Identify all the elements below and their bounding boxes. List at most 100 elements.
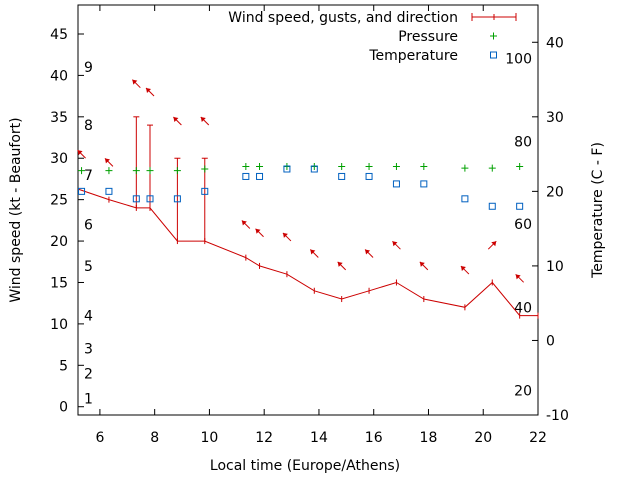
- temperature-point: [283, 165, 291, 173]
- plot-frame: [77, 4, 539, 416]
- pressure-point: [132, 167, 140, 175]
- fahrenheit-label: 80: [514, 134, 532, 150]
- legend-label: Wind speed, gusts, and direction: [228, 10, 458, 26]
- wind-arrow: [392, 240, 401, 250]
- x-axis-label: Local time (Europe/Athens): [210, 458, 400, 474]
- temperature-point: [132, 195, 140, 203]
- y2-tick-label: 40: [546, 35, 564, 51]
- fahrenheit-label: 20: [514, 383, 532, 399]
- temperature-point: [420, 180, 428, 188]
- temperature-point: [201, 187, 209, 195]
- beaufort-label: 8: [84, 118, 93, 134]
- legend-pressure-marker: [490, 32, 497, 40]
- x-tick-label: 22: [529, 430, 547, 446]
- wind-speed-series: [78, 188, 539, 319]
- wind-arrow: [77, 149, 86, 159]
- temperature-point: [338, 172, 346, 180]
- x-tick-label: 12: [255, 430, 273, 446]
- temperature-point: [173, 195, 181, 203]
- y-tick-label: 25: [50, 193, 68, 209]
- temperature-point: [256, 172, 264, 180]
- y-axis-label: Wind speed (kt - Beaufort): [8, 117, 24, 302]
- x-tick-label: 20: [474, 430, 492, 446]
- beaufort-label: 1: [84, 391, 93, 407]
- x-tick-label: 14: [310, 430, 328, 446]
- pressure-point: [201, 165, 209, 173]
- wind-arrow: [145, 87, 155, 97]
- pressure-point: [78, 167, 86, 175]
- wind-arrow: [241, 220, 251, 229]
- y-tick-label: 40: [50, 68, 68, 84]
- temperature-point: [516, 202, 524, 210]
- temperature-point: [146, 195, 154, 203]
- y-tick-label: 20: [50, 234, 68, 250]
- temperature-point: [242, 172, 250, 180]
- y2-axis-label: Temperature (C - F): [590, 142, 606, 279]
- y-tick-label: 10: [50, 317, 68, 333]
- y2-tick-label: 30: [546, 110, 564, 126]
- wind-arrow: [200, 116, 210, 126]
- temperature-point: [310, 165, 318, 173]
- x-tick-label: 18: [420, 430, 438, 446]
- temperature-point: [461, 195, 469, 203]
- beaufort-label: 2: [84, 367, 93, 383]
- x-tick-label: 10: [201, 430, 219, 446]
- x-tick-label: 16: [365, 430, 383, 446]
- pressure-point: [173, 167, 181, 175]
- wind-arrow: [364, 249, 374, 258]
- y-tick-label: 0: [59, 400, 68, 416]
- beaufort-labels: 1 2 3 4 5 6 7 8 9: [84, 60, 93, 407]
- fahrenheit-label: 60: [514, 217, 532, 233]
- wind-arrow: [104, 158, 114, 167]
- pressure-point: [488, 164, 496, 172]
- pressure-point: [392, 163, 400, 171]
- wind-arrow: [173, 116, 182, 126]
- wind-arrow: [282, 232, 292, 242]
- y-tick-label: 45: [50, 27, 68, 43]
- y2-tick-labels: -10 0 10 20 30 40: [546, 35, 569, 424]
- wind-arrow: [337, 261, 347, 271]
- x-tick-label: 8: [150, 430, 159, 446]
- legend-label: Temperature: [368, 48, 458, 64]
- y2-tick-label: -10: [546, 408, 569, 424]
- pressure-point: [256, 163, 264, 171]
- wind-arrow: [460, 265, 470, 275]
- pressure-series: [78, 163, 524, 175]
- beaufort-label: 4: [84, 309, 93, 325]
- y-tick-label: 15: [50, 275, 68, 291]
- fahrenheit-label: 100: [505, 52, 532, 68]
- beaufort-label: 7: [84, 168, 93, 184]
- beaufort-label: 5: [84, 259, 93, 275]
- beaufort-label: 9: [84, 60, 93, 76]
- pressure-point: [365, 163, 373, 171]
- legend-temperature-marker: [490, 51, 497, 59]
- wind-arrow: [515, 273, 525, 283]
- wind-arrow: [255, 228, 264, 238]
- wind-arrow: [131, 79, 141, 89]
- wind-arrow: [309, 249, 319, 258]
- temperature-series: [78, 165, 524, 210]
- y-tick-labels: 0 5 10 15 20 25 30 35 40 45: [50, 27, 68, 416]
- axis-ticks: [78, 5, 539, 416]
- wind-direction-arrows: [77, 79, 525, 283]
- fahrenheit-label: 40: [514, 301, 532, 317]
- y2-tick-label: 20: [546, 184, 564, 200]
- pressure-point: [242, 163, 250, 171]
- wind-arrow: [419, 261, 429, 271]
- pressure-point: [461, 164, 469, 172]
- pressure-point: [516, 163, 524, 171]
- legend-label: Pressure: [398, 29, 458, 45]
- x-tick-labels: 6 8 10 12 14 16 18 20 22: [95, 430, 546, 446]
- legend: Wind speed, gusts, and direction Pressure…: [228, 10, 517, 64]
- pressure-point: [105, 167, 113, 175]
- pressure-point: [146, 167, 154, 175]
- beaufort-label: 6: [84, 217, 93, 233]
- x-tick-label: 6: [95, 430, 104, 446]
- temperature-point: [105, 187, 113, 195]
- beaufort-label: 3: [84, 342, 93, 358]
- y-tick-label: 5: [59, 358, 68, 374]
- pressure-point: [420, 163, 428, 171]
- pressure-point: [283, 163, 291, 171]
- y2-tick-label: 0: [546, 333, 555, 349]
